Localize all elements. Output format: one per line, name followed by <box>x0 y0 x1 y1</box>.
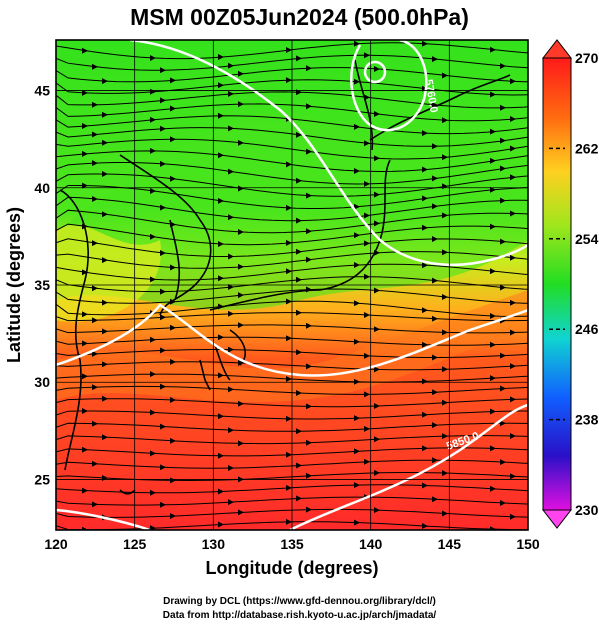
streamline <box>56 138 528 160</box>
streamline <box>56 336 528 346</box>
streamline <box>56 67 528 83</box>
colorbar-tick-label: 230 <box>575 502 599 518</box>
chart-title: MSM 00Z05Jun2024 (500.0hPa) <box>130 4 469 30</box>
colorbar-tick-label: 238 <box>575 412 599 428</box>
coastlines <box>59 59 511 495</box>
x-tick-label: 120 <box>44 536 68 552</box>
streamline <box>56 209 528 234</box>
streamline <box>56 79 528 96</box>
x-tick-label: 140 <box>359 536 383 552</box>
colorbar-tick-label: 270 <box>575 50 599 66</box>
colorbar-top-triangle <box>541 39 573 59</box>
credit-data-source: Data from http://database.rish.kyoto-u.a… <box>162 610 437 621</box>
y-tick-label: 35 <box>34 277 50 293</box>
streamline <box>56 435 528 445</box>
streamline <box>56 115 528 135</box>
y-axis-ticks: 25 30 35 40 45 <box>34 83 50 488</box>
height-contours <box>56 40 528 530</box>
streamline <box>56 508 528 518</box>
x-tick-label: 150 <box>516 536 540 552</box>
y-axis-title: Latitude (degrees) <box>4 207 24 363</box>
streamline <box>56 410 528 420</box>
wind-streamlines <box>56 40 528 530</box>
streamline <box>56 361 528 371</box>
y-tick-label: 40 <box>34 180 50 196</box>
streamline <box>56 447 528 457</box>
colorbar-tick-label: 262 <box>575 140 599 156</box>
y-tick-label: 30 <box>34 374 50 390</box>
streamline <box>56 324 528 334</box>
streamline <box>56 484 528 494</box>
streamline <box>56 185 528 209</box>
colorbar-bottom-triangle <box>541 509 573 529</box>
lat-lon-grid <box>56 40 528 530</box>
streamline <box>56 263 528 281</box>
streamline <box>56 150 528 173</box>
streamline <box>56 300 528 317</box>
x-axis-title: Longitude (degrees) <box>205 558 378 578</box>
streamline <box>56 398 528 408</box>
streamline <box>56 173 528 197</box>
colorbar-bar <box>542 57 572 511</box>
streamline <box>56 42 528 60</box>
x-tick-label: 135 <box>280 536 304 552</box>
y-tick-label: 25 <box>34 471 50 487</box>
streamline <box>56 223 528 246</box>
streamline <box>56 373 528 383</box>
x-tick-label: 145 <box>438 536 462 552</box>
plot-frame <box>55 39 529 531</box>
y-tick-label: 45 <box>34 83 50 99</box>
credit-drawing: Drawing by DCL (https://www.gfd-dennou.o… <box>163 596 436 607</box>
x-axis-ticks: 120 125 130 135 140 145 150 <box>44 536 540 552</box>
streamline <box>56 521 528 530</box>
colorbar-tick-label: 254 <box>575 231 599 247</box>
colorbar: 270 262 254 246 238 230 <box>541 39 599 529</box>
streamline <box>56 288 528 304</box>
x-tick-label: 130 <box>202 536 226 552</box>
contour-label-5760: 5760.0 <box>422 78 440 113</box>
streamline <box>56 251 528 269</box>
streamline <box>56 103 528 122</box>
colorbar-ticks: 270 262 254 246 238 230 <box>549 50 599 518</box>
x-tick-label: 125 <box>123 536 147 552</box>
colorbar-tick-label: 246 <box>575 321 599 337</box>
